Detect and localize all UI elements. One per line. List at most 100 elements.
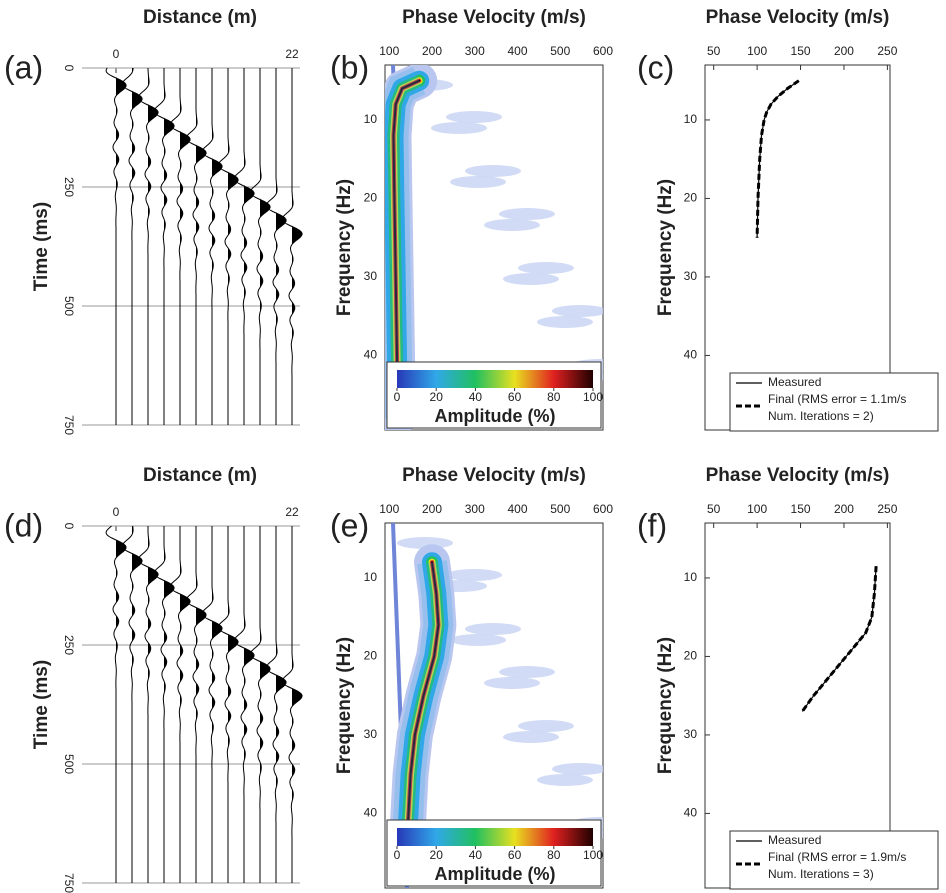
background-streak xyxy=(503,731,559,743)
colorbar-tick-label: 40 xyxy=(469,390,483,404)
colorbar-tick-label: 60 xyxy=(508,848,522,862)
y-tick-label: 20 xyxy=(684,191,698,205)
legend-label: Final (RMS error = 1.9m/s xyxy=(768,850,906,864)
x-tick-label: 100 xyxy=(747,44,767,58)
background-streak xyxy=(499,208,555,220)
trace-fill xyxy=(196,68,207,425)
y-tick-label: 0 xyxy=(62,523,76,530)
legend-box xyxy=(729,372,939,432)
trace xyxy=(137,68,159,425)
panel-title: Distance (m) xyxy=(143,7,257,28)
trace-fill xyxy=(292,68,303,425)
background-streak xyxy=(503,273,559,285)
colorbar-tick-label: 40 xyxy=(469,848,483,862)
trace-fill xyxy=(180,526,191,883)
y-tick-label: 20 xyxy=(364,649,378,663)
colorbar-label: Amplitude (%) xyxy=(435,406,556,426)
seismic-traces xyxy=(105,67,303,425)
y-tick-label: 500 xyxy=(62,754,76,774)
panel-title: Phase Velocity (m/s) xyxy=(706,7,890,28)
trace xyxy=(281,68,303,425)
trace-fill xyxy=(116,68,127,425)
trace-fill xyxy=(196,526,207,883)
y-tick-label: 0 xyxy=(62,65,76,72)
trace xyxy=(281,526,303,883)
y-tick-label: 750 xyxy=(62,415,76,435)
legend-note: Num. Iterations = 3) xyxy=(768,867,874,881)
background-streak xyxy=(518,720,574,732)
trace xyxy=(249,526,271,883)
background-streak xyxy=(518,262,574,274)
trace-fill xyxy=(212,526,223,883)
trace-fill xyxy=(132,68,143,425)
trace xyxy=(105,525,127,883)
series-line xyxy=(755,79,800,238)
x-tick-label: 0 xyxy=(113,505,120,519)
x-tick-label: 400 xyxy=(507,44,527,58)
y-tick-label: 10 xyxy=(364,570,378,584)
background-streak xyxy=(484,219,540,231)
panel-label: (a) xyxy=(4,49,43,85)
background-streak xyxy=(446,111,502,123)
x-tick-label: 600 xyxy=(593,44,613,58)
trace-fill xyxy=(228,526,239,883)
trace-fill xyxy=(276,68,287,425)
y-axis-title: Frequency (Hz) xyxy=(655,179,676,316)
x-tick-label: 200 xyxy=(834,44,854,58)
colorbar-tick-label: 0 xyxy=(394,848,401,862)
series-line xyxy=(756,80,800,238)
y-tick-label: 40 xyxy=(684,806,698,820)
panel-label: (d) xyxy=(4,507,43,543)
background-streak xyxy=(552,305,603,317)
y-axis-title: Frequency (Hz) xyxy=(334,637,355,774)
colorbar xyxy=(397,370,593,388)
x-tick-label: 600 xyxy=(593,502,613,516)
colorbar-tick-label: 100 xyxy=(583,390,603,404)
trace xyxy=(265,68,287,425)
background-streak xyxy=(431,122,487,134)
x-tick-label: 150 xyxy=(791,502,811,516)
panel-label: (b) xyxy=(330,49,369,85)
trace xyxy=(201,68,223,425)
trace xyxy=(137,526,159,883)
trace-fill xyxy=(148,526,159,883)
seismic-traces xyxy=(105,525,303,883)
y-tick-label: 30 xyxy=(364,727,378,741)
x-tick-label: 300 xyxy=(465,502,485,516)
x-tick-label: 300 xyxy=(465,44,485,58)
y-tick-label: 30 xyxy=(364,269,378,283)
y-tick-label: 250 xyxy=(62,177,76,197)
y-tick-label: 40 xyxy=(364,348,378,362)
y-axis-title: Time (ms) xyxy=(31,660,52,749)
trace-fill xyxy=(244,526,255,883)
y-tick-label: 10 xyxy=(684,112,698,126)
y-tick-label: 750 xyxy=(62,873,76,893)
background-streak xyxy=(537,774,593,786)
x-tick-label: 200 xyxy=(834,502,854,516)
legend-label: Final (RMS error = 1.1m/s xyxy=(768,392,906,406)
x-tick-label: 200 xyxy=(422,502,442,516)
x-tick-label: 0 xyxy=(113,47,120,61)
background-streak xyxy=(450,634,506,646)
x-tick-label: 22 xyxy=(285,505,299,519)
trace-fill xyxy=(164,526,175,883)
panel-title: Phase Velocity (m/s) xyxy=(402,465,586,486)
trace xyxy=(105,67,127,425)
panel-label: (f) xyxy=(637,507,667,543)
y-tick-label: 10 xyxy=(364,112,378,126)
background-streak xyxy=(446,569,502,581)
trace xyxy=(169,68,191,425)
x-tick-label: 250 xyxy=(877,502,897,516)
colorbar-tick-label: 20 xyxy=(430,848,444,862)
background-streak xyxy=(552,763,603,775)
colorbar-label: Amplitude (%) xyxy=(435,864,556,884)
trace-fill xyxy=(180,68,191,425)
trace xyxy=(233,68,255,425)
x-tick-label: 150 xyxy=(791,44,811,58)
trace xyxy=(169,526,191,883)
trace-fill xyxy=(212,68,223,425)
trace xyxy=(249,68,271,425)
colorbar-tick-label: 100 xyxy=(583,848,603,862)
trace xyxy=(153,68,175,425)
y-tick-label: 20 xyxy=(684,649,698,663)
